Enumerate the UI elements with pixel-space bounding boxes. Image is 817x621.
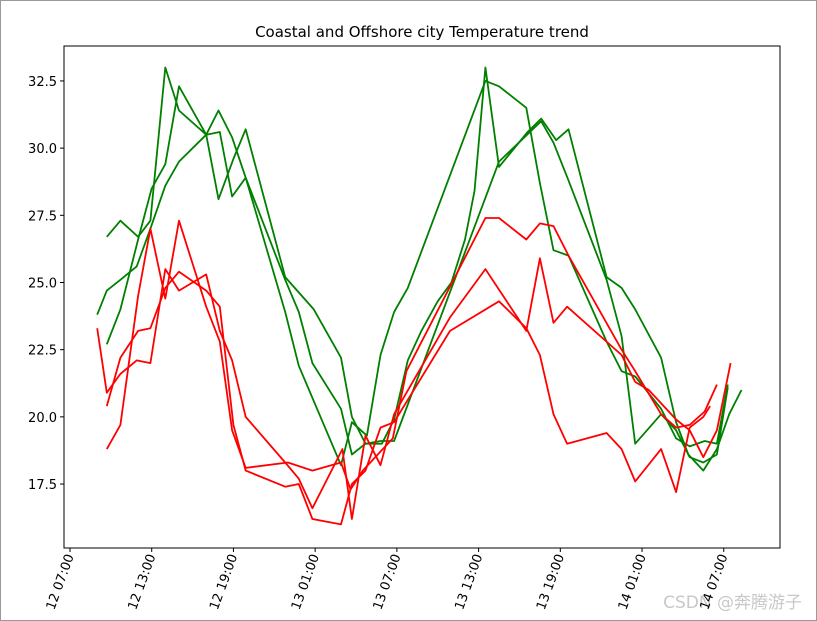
- y-tick-label: 22.5: [28, 344, 57, 359]
- y-tick-label: 27.5: [28, 209, 57, 224]
- chart-title: Coastal and Offshore city Temperature tr…: [255, 23, 589, 41]
- line: [96, 66, 743, 472]
- watermark: CSDN @奔腾游子: [663, 593, 802, 613]
- y-tick-label: 20.0: [28, 411, 57, 426]
- y-tick-label: 32.5: [28, 75, 57, 90]
- y-tick-label: 30.0: [28, 142, 57, 157]
- plot-frame: [63, 45, 781, 549]
- line: [106, 217, 718, 491]
- y-tick-label: 25.0: [28, 276, 57, 291]
- y-tick-label: 17.5: [28, 478, 57, 493]
- line: [105, 270, 711, 526]
- line: [106, 66, 729, 467]
